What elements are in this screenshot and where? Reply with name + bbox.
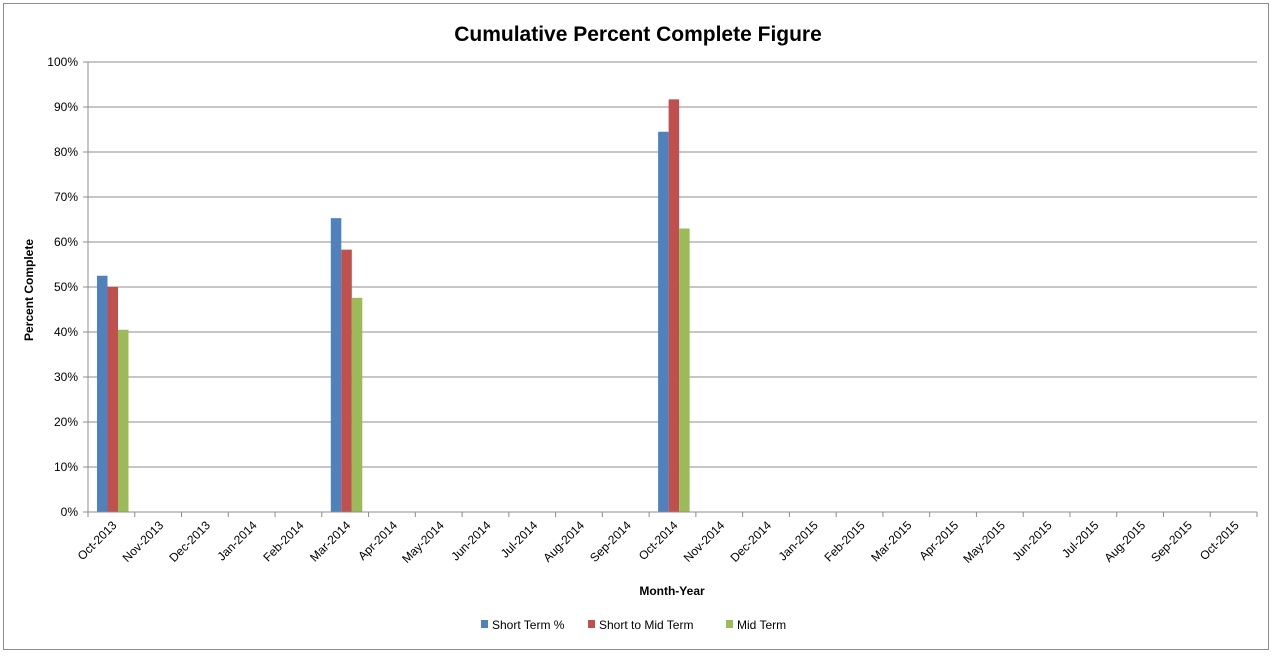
y-tick-label: 0%	[61, 505, 79, 519]
x-tick-label: Oct-2014	[636, 518, 681, 563]
legend: Short Term % Short to Mid Term Mid Term	[481, 618, 786, 632]
y-tick-label: 90%	[54, 100, 78, 114]
bar	[118, 329, 129, 512]
y-tick-label: 60%	[54, 235, 78, 249]
x-tick-label: May-2014	[399, 518, 447, 566]
x-tick-label: Oct-2013	[75, 518, 120, 563]
x-tick-label: May-2015	[960, 518, 1008, 566]
x-tick-labels: Oct-2013 Nov-2013 Dec-2013 Jan-2014 Feb-2014…	[75, 518, 1242, 566]
y-tick-label: 30%	[54, 370, 78, 384]
x-tick-label: Sep-2014	[587, 518, 634, 565]
y-tick-label: 10%	[54, 460, 78, 474]
y-tick-label: 40%	[54, 325, 78, 339]
x-tick-label: Oct-2015	[1197, 518, 1242, 563]
legend-label: Short to Mid Term	[599, 618, 693, 632]
x-tick-label: Dec-2014	[727, 518, 774, 565]
bars	[97, 99, 690, 512]
chart-title: Cumulative Percent Complete Figure	[454, 23, 822, 46]
x-tick-label: Aug-2015	[1102, 518, 1149, 565]
legend-label: Mid Term	[737, 618, 786, 632]
axes	[87, 62, 1258, 517]
x-axis-title: Month-Year	[639, 584, 705, 598]
bar	[97, 275, 108, 512]
y-tick-label: 100%	[47, 55, 78, 69]
y-tick-label: 50%	[54, 280, 78, 294]
x-tick-label: Apr-2015	[916, 518, 961, 563]
x-tick-label: Aug-2014	[540, 518, 587, 565]
x-tick-label: Sep-2015	[1148, 518, 1195, 565]
x-tick-label: Apr-2014	[355, 518, 400, 563]
x-tick-label: Mar-2015	[868, 518, 914, 564]
bar	[679, 228, 690, 512]
bar	[330, 218, 342, 512]
bar	[658, 131, 669, 512]
x-tick-label: Jun-2015	[1009, 518, 1055, 564]
bar	[668, 99, 680, 512]
x-tick-label: Jul-2014	[498, 518, 541, 561]
x-tick-label: Nov-2013	[120, 518, 167, 565]
y-tick-label: 20%	[54, 415, 78, 429]
y-axis-title: Percent Complete	[22, 239, 36, 341]
x-tick-label: Jan-2014	[214, 518, 260, 564]
y-tick-labels: 0% 10% 20% 30% 40% 50% 60% 70% 80% 90% 100%	[47, 55, 78, 519]
legend-label: Short Term %	[492, 618, 565, 632]
x-tick-label: Feb-2015	[821, 518, 867, 564]
chart-canvas: Cumulative Percent Complete Figure 0% 10%…	[22, 23, 1258, 632]
y-tick-label: 80%	[54, 145, 78, 159]
y-tick-label: 70%	[54, 190, 78, 204]
x-tick-label: Mar-2014	[307, 518, 353, 564]
x-tick-label: Jul-2015	[1059, 518, 1102, 561]
bar	[341, 249, 352, 512]
legend-swatch	[481, 620, 488, 628]
x-tick-label: Jun-2014	[448, 518, 494, 564]
bar	[351, 297, 363, 512]
x-tick-label: Jan-2015	[776, 518, 822, 564]
bar	[107, 287, 118, 512]
x-tick-label: Feb-2014	[260, 518, 306, 564]
legend-swatch	[588, 620, 595, 628]
x-tick-label: Dec-2013	[166, 518, 213, 565]
legend-swatch	[726, 620, 733, 628]
chart-frame: Cumulative Percent Complete Figure 0% 10%…	[3, 3, 1269, 650]
x-tick-label: Nov-2014	[681, 518, 728, 565]
